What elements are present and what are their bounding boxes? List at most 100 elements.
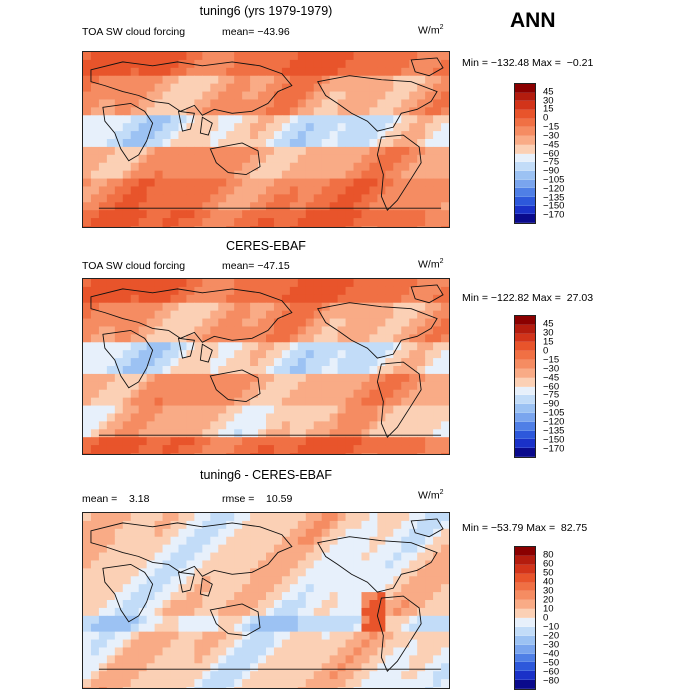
panel-2-minmax: Min = −122.82 Max = 27.03 — [462, 292, 594, 304]
colorbar-swatch — [515, 395, 535, 405]
colorbar-swatch — [515, 618, 535, 627]
colorbar-swatch — [515, 333, 535, 343]
panel-3-mean: mean = 3.18 — [82, 493, 150, 505]
colorbar-swatch — [515, 316, 535, 325]
panel-1-title: tuning6 (yrs 1979-1979) — [199, 4, 333, 18]
colorbar-tick-label: −10 — [543, 621, 560, 633]
colorbar-tick-label: −45 — [543, 371, 560, 383]
colorbar-tick-label: −75 — [543, 389, 560, 401]
colorbar-swatch — [515, 564, 535, 574]
colorbar-tick-label: −135 — [543, 425, 565, 437]
colorbar-swatch — [515, 635, 535, 645]
panel-1-minmax: Min = −132.48 Max = −0.21 — [462, 57, 594, 69]
colorbar-tick-label: −45 — [543, 138, 560, 150]
panel-2-mean: mean= −47.15 — [222, 260, 290, 272]
colorbar-tick-label: −75 — [543, 156, 560, 168]
colorbar-tick-label: −90 — [543, 398, 560, 410]
panel-2-title: CERES-EBAF — [226, 239, 306, 253]
colorbar-tick-label: 15 — [543, 336, 554, 348]
colorbar-swatch — [515, 377, 535, 387]
colorbar-tick-label: 50 — [543, 567, 554, 579]
colorbar-swatch — [515, 600, 535, 610]
colorbar-tick-label: 45 — [543, 318, 554, 330]
panel-1-map — [82, 51, 450, 228]
colorbar-swatch — [515, 101, 535, 111]
colorbar-tick-label: −80 — [543, 675, 560, 687]
colorbar-swatch — [515, 110, 535, 119]
colorbar-swatch — [515, 153, 535, 163]
colorbar-swatch — [515, 609, 535, 618]
colorbar-swatch — [515, 368, 535, 378]
panel-2-colorbar — [514, 315, 536, 458]
colorbar-tick-label: −30 — [543, 130, 560, 142]
colorbar-swatch — [515, 118, 535, 128]
colorbar-swatch — [515, 555, 535, 565]
colorbar-tick-label: −150 — [543, 434, 565, 446]
colorbar-swatch — [515, 582, 535, 592]
colorbar-tick-label: −105 — [543, 407, 565, 419]
colorbar-tick-label: 10 — [543, 603, 554, 615]
colorbar-tick-label: −30 — [543, 362, 560, 374]
colorbar-tick-label: −15 — [543, 353, 560, 365]
season-label: ANN — [510, 9, 556, 32]
colorbar-tick-label: −60 — [543, 666, 560, 678]
panel-2-map — [82, 278, 450, 455]
colorbar-swatch — [515, 170, 535, 180]
colorbar-swatch — [515, 591, 535, 601]
colorbar-tick-label: 0 — [543, 112, 549, 124]
panel-1-variable: TOA SW cloud forcing — [82, 26, 186, 38]
colorbar-swatch — [515, 439, 535, 449]
colorbar-swatch — [515, 448, 535, 457]
colorbar-swatch — [515, 421, 535, 431]
colorbar-swatch — [515, 324, 535, 334]
panel-1-colorbar — [514, 83, 536, 224]
colorbar-swatch — [515, 205, 535, 215]
colorbar-swatch — [515, 179, 535, 189]
colorbar-swatch — [515, 547, 535, 556]
colorbar-tick-label: 45 — [543, 86, 554, 98]
colorbar-tick-label: −20 — [543, 630, 560, 642]
colorbar-swatch — [515, 136, 535, 145]
colorbar-swatch — [515, 653, 535, 663]
colorbar-tick-label: −120 — [543, 183, 565, 194]
colorbar-tick-label: −60 — [543, 380, 560, 392]
colorbar-tick-label: 20 — [543, 594, 554, 606]
colorbar-swatch — [515, 644, 535, 654]
colorbar-swatch — [515, 404, 535, 413]
colorbar-swatch — [515, 214, 535, 223]
colorbar-swatch — [515, 573, 535, 583]
colorbar-tick-label: −90 — [543, 165, 560, 177]
colorbar-tick-label: −15 — [543, 121, 560, 133]
colorbar-tick-label: 80 — [543, 549, 554, 561]
colorbar-swatch — [515, 671, 535, 681]
colorbar-swatch — [515, 351, 535, 361]
colorbar-swatch — [515, 680, 535, 689]
panel-1-units: W/m2 — [418, 24, 444, 37]
colorbar-tick-label: 0 — [543, 345, 549, 356]
colorbar-tick-label: 30 — [543, 327, 554, 339]
colorbar-swatch — [515, 196, 535, 206]
colorbar-swatch — [515, 144, 535, 154]
colorbar-swatch — [515, 662, 535, 672]
colorbar-tick-label: −105 — [543, 174, 565, 186]
colorbar-swatch — [515, 412, 535, 422]
colorbar-tick-label: 40 — [543, 576, 554, 588]
panel-2-units: W/m2 — [418, 258, 444, 271]
colorbar-tick-label: −135 — [543, 191, 565, 203]
colorbar-tick-label: 0 — [543, 612, 549, 624]
panel-3-map — [82, 512, 450, 689]
colorbar-tick-label: 60 — [543, 558, 554, 570]
panel-3-units: W/m2 — [418, 489, 444, 502]
panel-3-minmax: Min = −53.79 Max = 82.75 — [462, 522, 588, 534]
colorbar-tick-label: 30 — [543, 94, 554, 106]
colorbar-swatch — [515, 127, 535, 137]
colorbar-tick-label: −30 — [543, 639, 560, 651]
colorbar-tick-label: −120 — [543, 416, 565, 428]
panel-3-colorbar — [514, 546, 536, 690]
colorbar-tick-label: −150 — [543, 200, 565, 212]
colorbar-tick-label: −40 — [543, 648, 560, 660]
colorbar-tick-label: −50 — [543, 657, 560, 669]
colorbar-tick-label: −60 — [543, 147, 560, 159]
colorbar-tick-label: −170 — [543, 209, 565, 221]
colorbar-swatch — [515, 92, 535, 102]
